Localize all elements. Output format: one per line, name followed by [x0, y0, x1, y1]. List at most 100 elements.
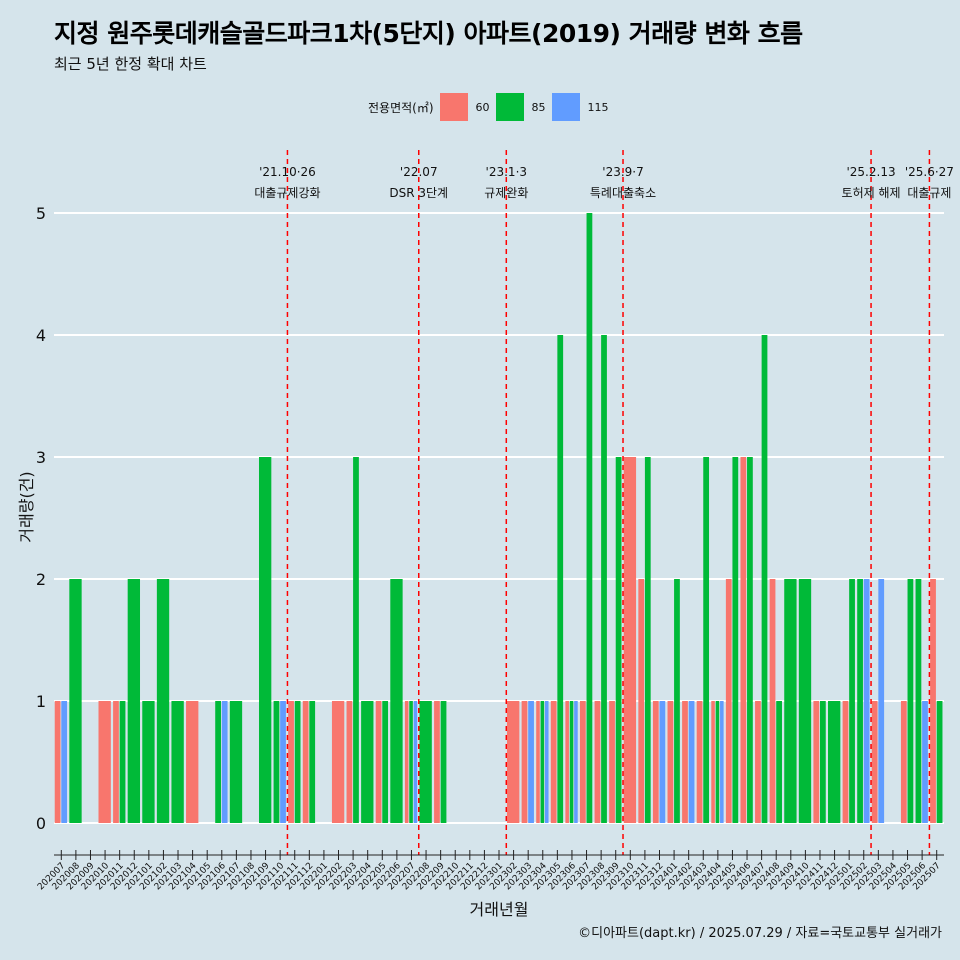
- bar-202110-85: [273, 701, 280, 823]
- legend-swatch-60: [439, 93, 468, 121]
- bar-202311-85: [644, 457, 651, 823]
- event-label-202301: 규제완화: [484, 186, 528, 200]
- event-date-202301: '23.1·3: [486, 165, 527, 179]
- event-label-202502: 토허제 해제: [842, 186, 901, 200]
- bar-202306-85: [569, 701, 574, 823]
- legend-label-85: 85: [531, 100, 546, 114]
- bar-202307-60: [579, 701, 586, 823]
- bar-202206-85: [390, 579, 403, 823]
- legend-item-60: 60: [439, 93, 490, 121]
- bar-202309-60: [609, 701, 615, 823]
- event-date-202502: '25.2.13: [846, 165, 895, 179]
- y-tick-label: 4: [36, 326, 46, 345]
- bar-202209-60: [434, 701, 440, 823]
- bar-202305-85: [557, 335, 564, 823]
- bar-202506-85: [915, 579, 922, 823]
- bar-202205-85: [382, 701, 389, 823]
- event-date-202309: '23.9·7: [602, 165, 643, 179]
- bar-202112-60: [302, 701, 309, 823]
- y-tick-label: 1: [36, 692, 46, 711]
- bar-202302-60: [507, 701, 520, 823]
- bar-202304-115: [544, 701, 549, 823]
- bar-202403-85: [703, 457, 710, 823]
- bar-202312-115: [659, 701, 666, 823]
- bar-202404-60: [711, 701, 715, 823]
- bar-202112-85: [309, 701, 316, 823]
- bar-202501-60: [842, 701, 849, 823]
- bar-202407-85: [761, 335, 768, 823]
- bar-202202-60: [331, 701, 345, 823]
- event-label-202207: DSR 3단계: [389, 186, 448, 200]
- bar-202408-60: [769, 579, 776, 823]
- bar-202207-60: [404, 701, 409, 823]
- bar-202109-85: [258, 457, 272, 823]
- bar-202404-85: [715, 701, 720, 823]
- legend-label-60: 60: [475, 100, 490, 114]
- bar-202011-60: [113, 701, 119, 823]
- y-axis-label: 거래량(건): [17, 471, 36, 542]
- bar-202107-85: [229, 701, 243, 823]
- bar-202307-85: [586, 213, 593, 823]
- bar-202101-85: [142, 701, 155, 823]
- bar-202503-115: [878, 579, 885, 823]
- bar-202405-60: [725, 579, 732, 823]
- bar-202412-85: [828, 701, 841, 823]
- bar-202204-85: [361, 701, 374, 823]
- bar-202411-60: [813, 701, 820, 823]
- bar-202203-60: [346, 701, 353, 823]
- bar-202410-85: [798, 579, 812, 823]
- bar-202401-85: [674, 579, 680, 823]
- bar-202104-60: [186, 701, 199, 823]
- chart-title: 지정 원주롯데캐슬골드파크1차(5단지) 아파트(2019) 거래량 변화 흐름: [54, 19, 803, 48]
- bar-202312-60: [652, 701, 659, 823]
- bar-202203-85: [353, 457, 359, 823]
- bar-202505-85: [907, 579, 914, 823]
- bar-202309-85: [615, 457, 622, 823]
- bar-202405-85: [732, 457, 739, 823]
- event-label-202110: 대출규제강화: [254, 186, 320, 200]
- event-date-202506: '25.6·27: [905, 165, 954, 179]
- bar-202501-85: [849, 579, 855, 823]
- bar-202406-85: [747, 457, 753, 823]
- bars-layer: [54, 213, 943, 823]
- legend-title: 전용면적(㎡): [368, 100, 434, 115]
- bar-202502-85: [857, 579, 863, 823]
- bar-202506-115: [922, 701, 928, 823]
- bar-202401-60: [667, 701, 674, 823]
- bar-202106-115: [221, 701, 228, 823]
- bar-202407-60: [755, 701, 761, 823]
- bar-202402-115: [688, 701, 695, 823]
- bar-202011-85: [119, 701, 126, 823]
- legend-swatch-85: [495, 93, 524, 121]
- legend-item-85: 85: [495, 93, 546, 121]
- bar-202507-85: [936, 701, 943, 823]
- bar-202007-60: [54, 701, 61, 823]
- bar-202306-115: [574, 701, 578, 823]
- bar-202007-115: [61, 701, 68, 823]
- bar-202110-115: [280, 701, 286, 823]
- bar-202012-85: [127, 579, 141, 823]
- event-date-202207: '22.07: [400, 165, 438, 179]
- legend-item-115: 115: [551, 93, 609, 121]
- bar-202409-85: [784, 579, 797, 823]
- bar-202502-115: [863, 579, 870, 823]
- bar-202411-85: [819, 701, 826, 823]
- x-axis-label: 거래년월: [470, 900, 529, 919]
- y-tick-label: 0: [36, 814, 46, 833]
- bar-202408-85: [776, 701, 782, 823]
- legend-swatch-115: [551, 93, 580, 121]
- bar-202208-85: [419, 701, 432, 823]
- bar-202311-60: [638, 579, 645, 823]
- bar-202111-85: [294, 701, 301, 823]
- chart-subtitle: 최근 5년 한정 확대 차트: [54, 55, 207, 73]
- event-date-202110: '21.10·26: [259, 165, 316, 179]
- credit-text: ©디아파트(dapt.kr) / 2025.07.29 / 자료=국토교통부 실…: [578, 926, 942, 941]
- y-tick-label: 3: [36, 448, 46, 467]
- bar-202207-85: [409, 701, 413, 823]
- bar-202403-60: [696, 701, 703, 823]
- bar-202205-60: [375, 701, 382, 823]
- legend: 전용면적(㎡) 60 85 115: [368, 92, 615, 122]
- bar-202503-60: [871, 701, 878, 823]
- bar-202102-85: [156, 579, 170, 823]
